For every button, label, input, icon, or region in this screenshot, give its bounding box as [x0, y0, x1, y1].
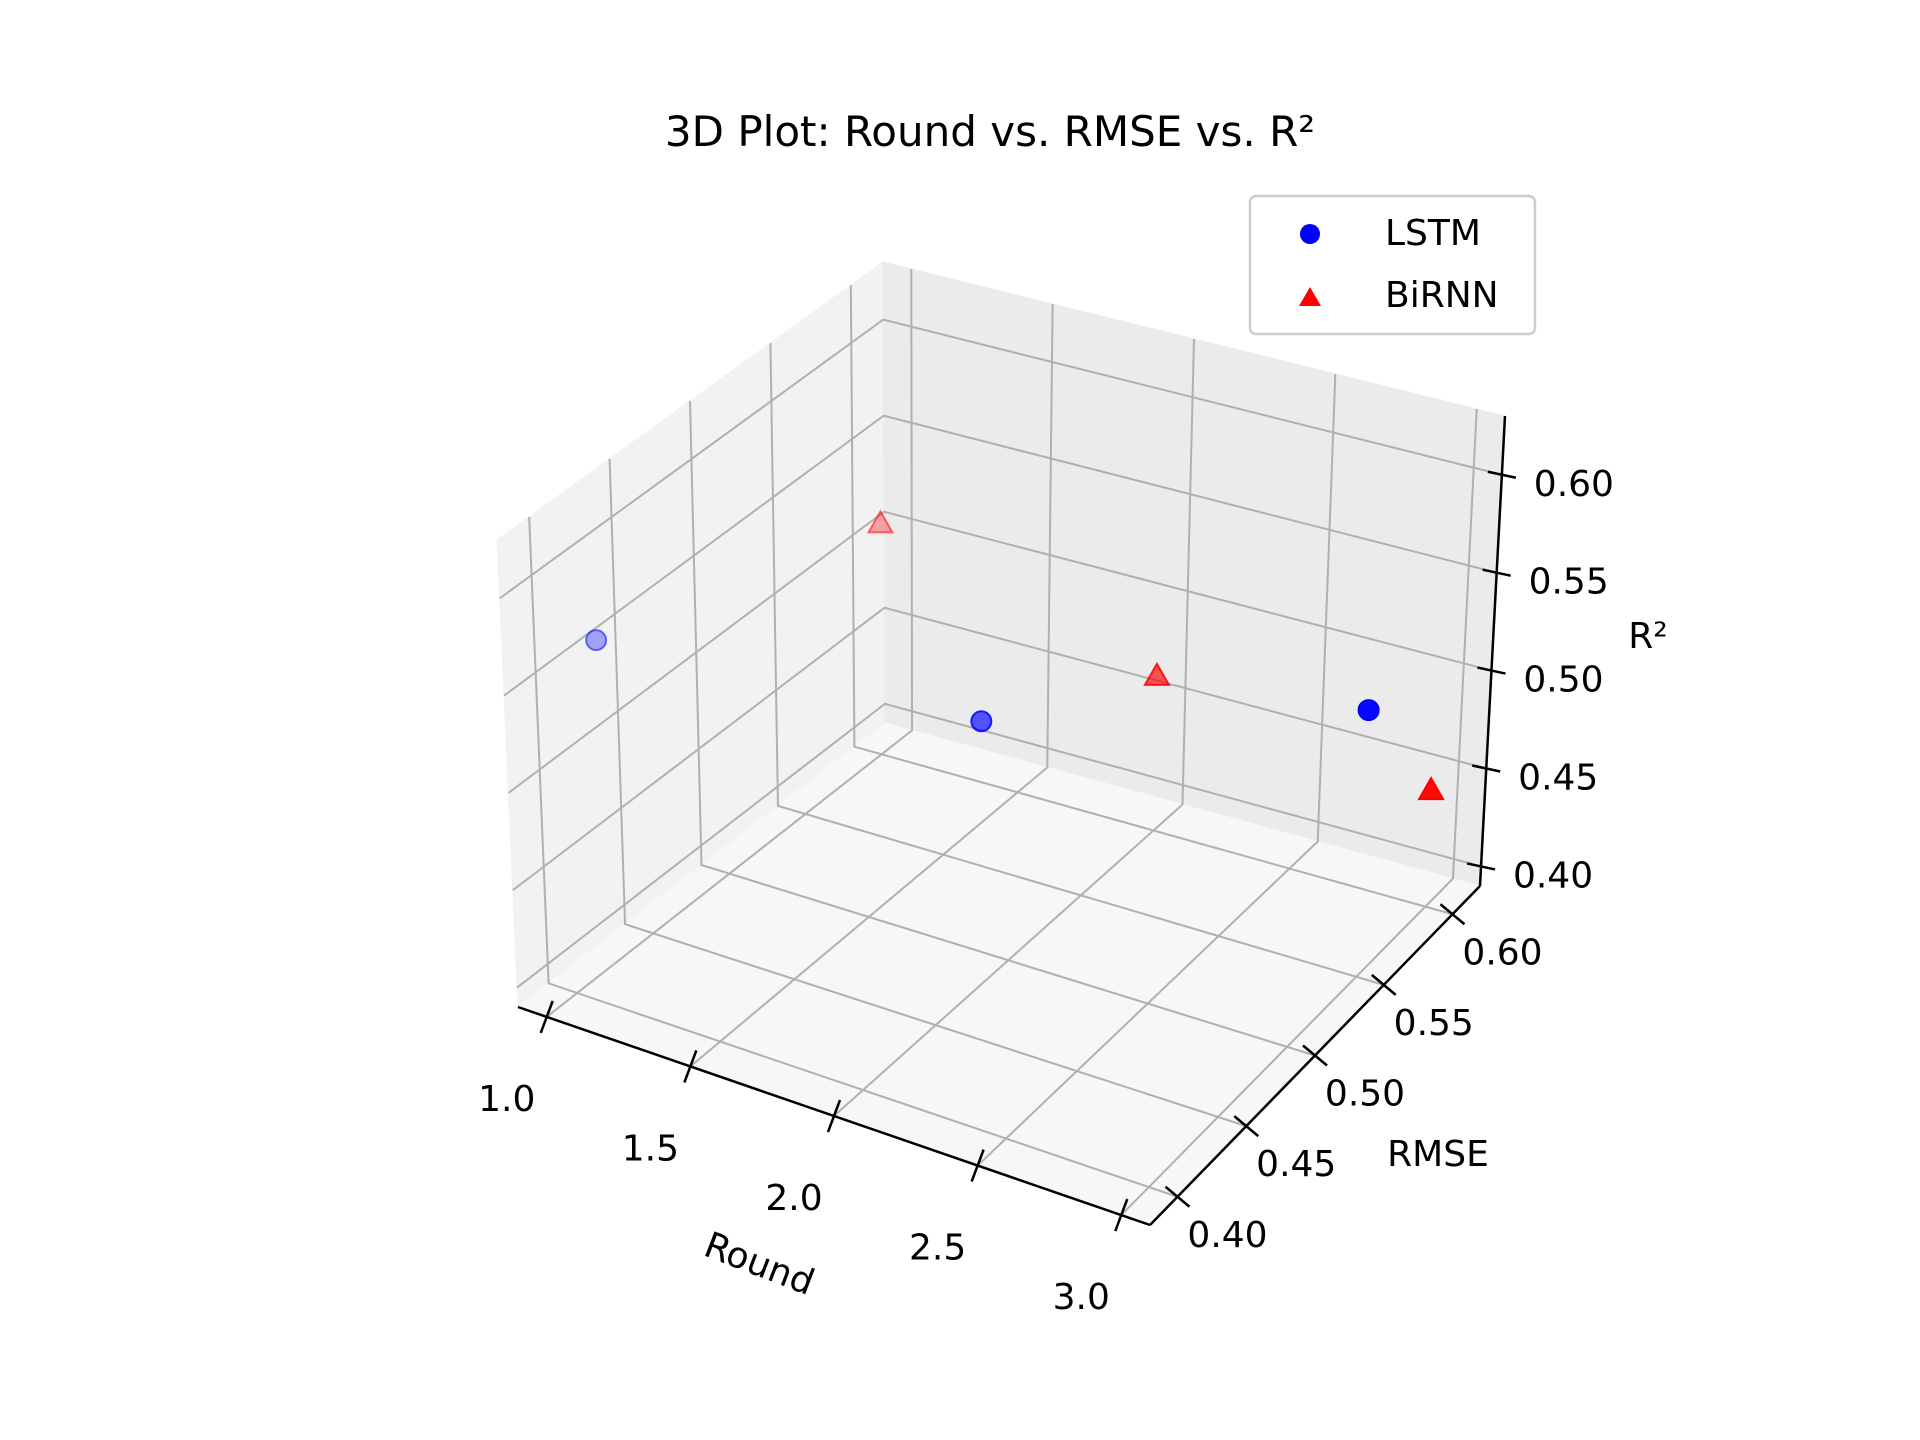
axis-panes — [496, 261, 1506, 1226]
x-tick — [826, 1099, 842, 1133]
z-axis-line — [1478, 415, 1507, 887]
y-tick — [1302, 1044, 1328, 1067]
gridline-z — [516, 702, 1482, 989]
y-axis-label: RMSE — [1387, 1134, 1489, 1175]
x-tick-label: 1.0 — [478, 1079, 535, 1120]
legend-label-birnn: BiRNN — [1385, 275, 1499, 316]
data-point-lstm — [970, 710, 993, 733]
x-tick — [970, 1149, 985, 1182]
x-tick — [683, 1050, 698, 1083]
x-tick-label: 1.5 — [622, 1128, 679, 1169]
z-tick-label: 0.55 — [1529, 562, 1609, 603]
y-tick-label: 0.40 — [1187, 1215, 1267, 1256]
y-tick — [1370, 973, 1397, 996]
z-tick-label: 0.45 — [1518, 758, 1598, 799]
data-marks — [585, 509, 1445, 801]
legend-marker-birnn — [1299, 287, 1321, 306]
x-tick-label: 3.0 — [1053, 1277, 1110, 1318]
axes — [517, 415, 1517, 1232]
data-point-birnn — [1417, 776, 1445, 801]
chart-title: 3D Plot: Round vs. RMSE vs. R² — [665, 107, 1315, 156]
legend-marker-lstm — [1300, 224, 1320, 244]
y-tick — [1439, 903, 1466, 926]
z-tick-label: 0.60 — [1534, 464, 1614, 505]
z-tick — [1482, 568, 1511, 577]
tick-labels: 1.0 1.5 2.0 2.5 3.0 0.40 0.45 0.50 0.55 0.60 0.40 0… — [478, 464, 1614, 1318]
x-tick — [539, 1000, 554, 1034]
data-point-lstm — [1357, 699, 1380, 722]
z-tick — [1471, 764, 1501, 773]
z-tick-label: 0.50 — [1523, 660, 1603, 701]
data-point-lstm — [585, 629, 608, 652]
legend-label-lstm: LSTM — [1385, 213, 1481, 254]
y-tick-label: 0.60 — [1462, 932, 1542, 973]
y-tick — [1233, 1115, 1260, 1138]
x-tick-label: 2.0 — [765, 1178, 822, 1219]
gridline-z — [507, 510, 1492, 794]
y-tick-label: 0.45 — [1256, 1144, 1336, 1185]
z-tick — [1487, 470, 1517, 479]
z-tick — [1466, 862, 1496, 871]
y-tick — [1164, 1185, 1191, 1208]
gridlines — [499, 268, 1503, 1216]
gridline-z — [512, 606, 1487, 892]
z-tick-label: 0.40 — [1513, 855, 1593, 896]
data-point-birnn — [1143, 661, 1171, 686]
legend-frame — [1248, 194, 1537, 336]
gridline-z — [499, 318, 1503, 600]
y-tick-label: 0.50 — [1325, 1074, 1405, 1115]
z-axis-label: R² — [1628, 616, 1667, 657]
x-tick-label: 2.5 — [909, 1228, 966, 1269]
gridline-z — [503, 414, 1497, 697]
x-tick — [1114, 1198, 1129, 1232]
z-tick — [1477, 666, 1506, 675]
y-tick-label: 0.55 — [1394, 1003, 1474, 1044]
legend: LSTM BiRNN — [1248, 194, 1537, 336]
data-point-birnn — [866, 509, 895, 534]
